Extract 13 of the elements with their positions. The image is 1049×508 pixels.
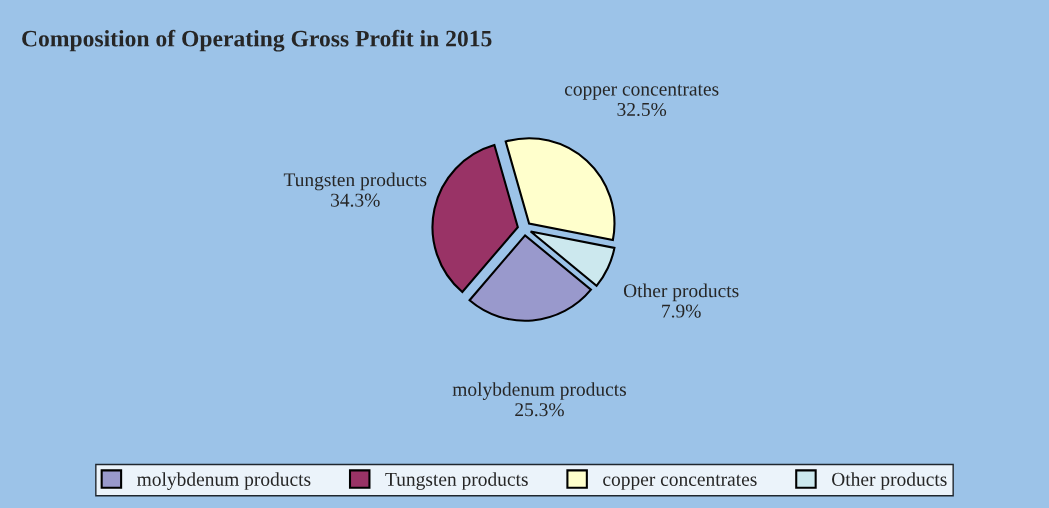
data-label: 25.3% xyxy=(515,403,564,417)
legend-label: copper concentrates xyxy=(603,474,757,490)
chart-title: Composition of Operating Gross Profit in 2015 xyxy=(22,29,492,52)
data-label: 7.9% xyxy=(662,304,701,318)
legend-label: Other products xyxy=(832,472,947,490)
legend-label: Tungsten products xyxy=(385,472,528,490)
data-label: 34.3% xyxy=(331,193,380,207)
slice-label: molybdenum products xyxy=(452,382,626,400)
legend-label: molybdenum products xyxy=(137,472,311,490)
slice-label: copper concentrates xyxy=(564,84,719,100)
data-label: 32.5% xyxy=(617,102,667,117)
slice-label: Other products xyxy=(623,283,739,302)
slice-label: Tungsten products xyxy=(283,172,427,191)
